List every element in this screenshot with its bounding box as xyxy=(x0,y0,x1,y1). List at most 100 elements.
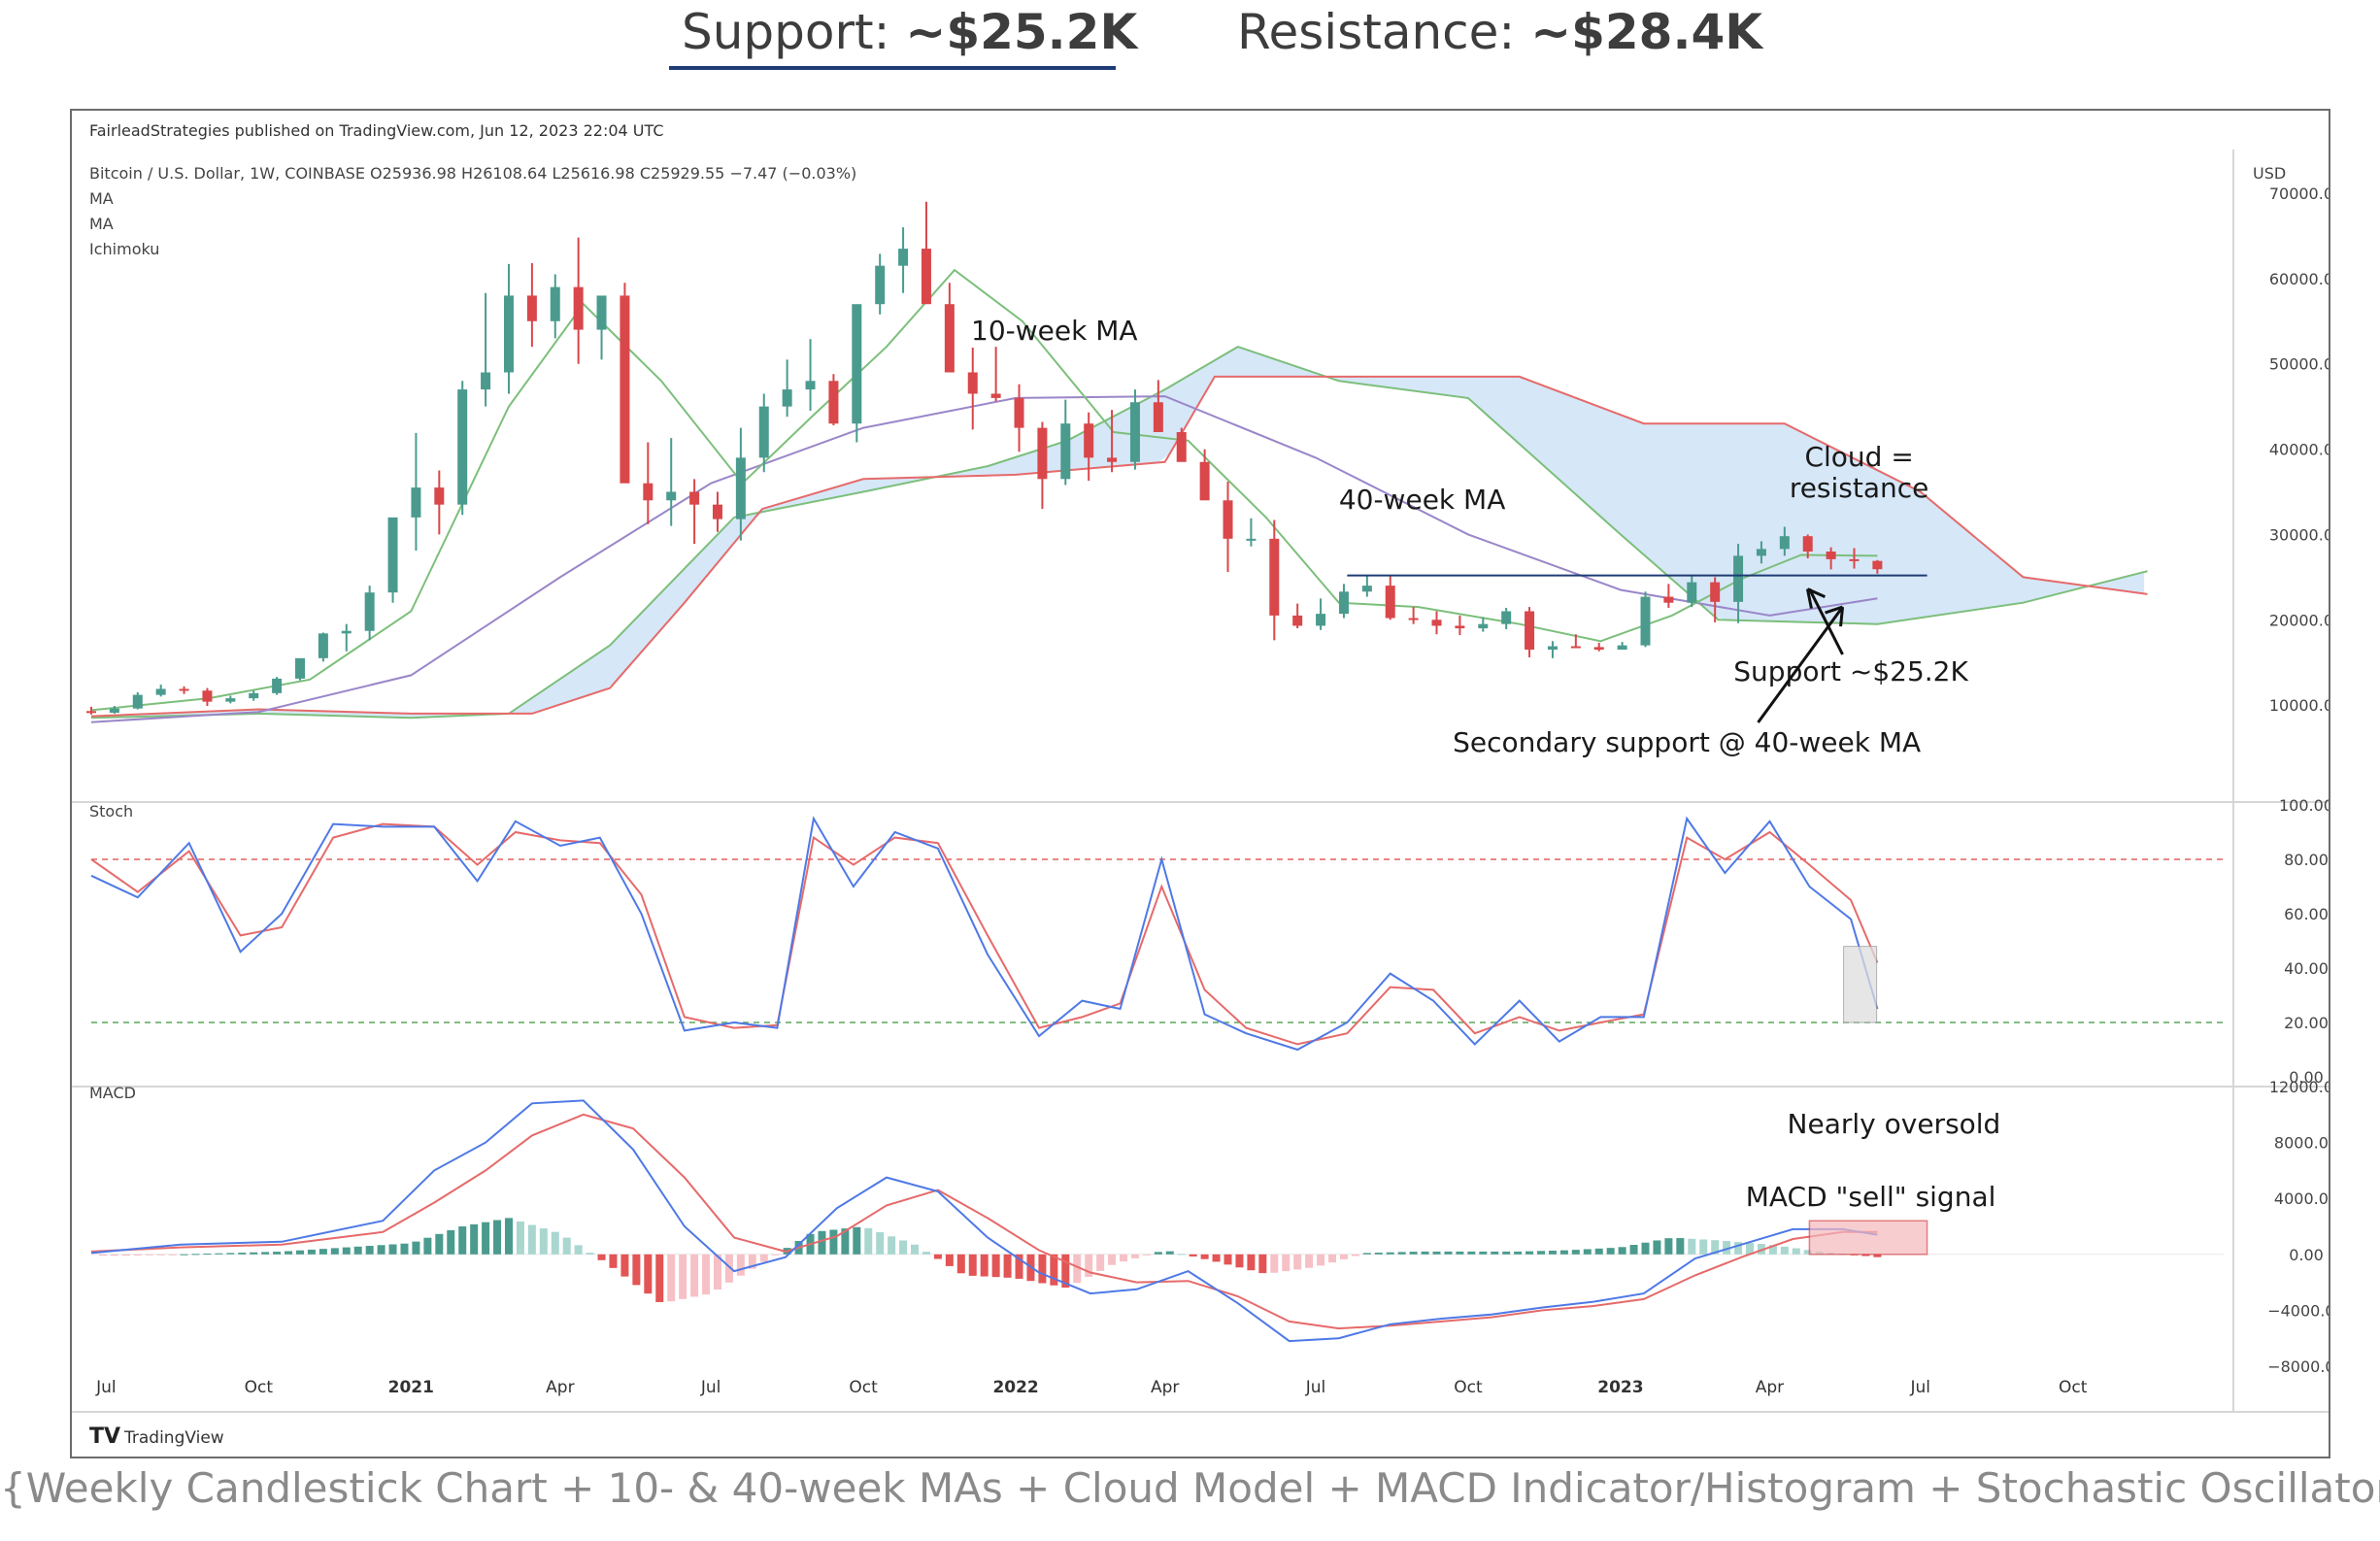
oversold-highlight-box xyxy=(1843,946,1878,1023)
macd-histogram-bar xyxy=(1456,1251,1464,1255)
candle-body xyxy=(1431,620,1442,626)
stoch-k-line xyxy=(90,816,1879,1052)
candle-body xyxy=(1246,538,1257,541)
candle-body xyxy=(550,286,560,321)
macd-histogram-bar xyxy=(365,1246,374,1255)
time-tick-label: Oct xyxy=(245,1378,274,1397)
macd-histogram-bar xyxy=(1200,1254,1209,1259)
stoch-tick-label: 80.00 xyxy=(2284,851,2329,869)
macd-histogram-bar xyxy=(1050,1254,1058,1286)
annotation-10wk-ma: 10-week MA xyxy=(971,315,1138,347)
candle-body xyxy=(202,690,213,702)
macd-histogram-bar xyxy=(1073,1254,1082,1284)
macd-histogram-bar xyxy=(482,1222,490,1255)
macd-histogram-bar xyxy=(1757,1244,1765,1255)
candle-body xyxy=(387,517,398,593)
candle-body xyxy=(1570,646,1581,649)
price-tick-label: 10000.00 xyxy=(2269,696,2329,715)
macd-histogram-bar xyxy=(1548,1250,1557,1255)
macd-histogram-bar xyxy=(945,1254,954,1266)
macd-histogram-bar xyxy=(516,1221,524,1255)
macd-histogram-bar xyxy=(991,1254,1000,1278)
time-tick-label: Jul xyxy=(1305,1378,1326,1397)
macd-histogram-bar xyxy=(504,1218,513,1255)
candle-body xyxy=(1478,623,1489,629)
macd-histogram-bar xyxy=(377,1245,385,1255)
candle-body xyxy=(1849,558,1860,561)
macd-histogram-bar xyxy=(342,1247,351,1255)
macd-histogram-bar xyxy=(1270,1254,1279,1273)
legend-line: MA xyxy=(89,215,114,233)
chart-frame: FairleadStrategies published on TradingV… xyxy=(70,109,2330,1458)
price-tick-label: 40000.00 xyxy=(2269,441,2329,459)
macd-histogram-bar xyxy=(1723,1241,1731,1255)
secondary-support-arrow-head xyxy=(1825,605,1845,627)
macd-tick-label: 4000.00 xyxy=(2274,1189,2329,1208)
macd-histogram-bar xyxy=(724,1254,733,1283)
candle-body xyxy=(1153,402,1163,432)
macd-histogram-bar xyxy=(330,1248,339,1255)
headline: Support: ~$25.2K Resistance: ~$28.4K xyxy=(0,0,2380,78)
macd-histogram-bar xyxy=(1142,1254,1151,1256)
macd-histogram-bar xyxy=(191,1254,200,1256)
macd-histogram-bar xyxy=(1108,1254,1117,1265)
time-tick-label: 2023 xyxy=(1597,1378,1643,1397)
candle-body xyxy=(805,381,816,390)
macd-histogram-bar xyxy=(1571,1250,1580,1255)
macd-histogram-bar xyxy=(1502,1251,1511,1255)
macd-histogram-bar xyxy=(748,1254,756,1269)
ichimoku-cloud xyxy=(91,347,2145,719)
macd-histogram-bar xyxy=(1096,1254,1105,1271)
candle-body xyxy=(1733,555,1744,602)
macd-histogram-bar xyxy=(1734,1242,1743,1255)
price-tick-label: 30000.00 xyxy=(2269,525,2329,544)
annotation-cloud: Cloud = xyxy=(1804,441,1913,473)
candle-body xyxy=(1199,461,1210,501)
legend-line: Ichimoku xyxy=(89,240,159,258)
macd-tick-label: −8000.00 xyxy=(2267,1357,2329,1376)
macd-histogram-bar xyxy=(911,1244,920,1255)
macd-histogram-bar xyxy=(1328,1254,1337,1263)
macd-histogram-bar xyxy=(679,1254,687,1299)
time-tick-label: Oct xyxy=(849,1378,878,1397)
candle-body xyxy=(620,295,630,484)
candle-body xyxy=(1779,536,1790,550)
macd-histogram-bar xyxy=(261,1252,270,1255)
macd-tick-label: −4000.00 xyxy=(2267,1301,2329,1320)
macd-histogram-bar xyxy=(1653,1240,1661,1255)
macd-histogram-bar xyxy=(1224,1254,1232,1265)
macd-histogram-bar xyxy=(435,1233,444,1255)
resistance-value: ~$28.4K xyxy=(1530,4,1762,60)
macd-histogram-bar xyxy=(968,1254,977,1276)
macd-histogram-bar xyxy=(1594,1248,1603,1255)
macd-histogram-bar xyxy=(168,1254,177,1256)
candle-body xyxy=(1455,625,1465,629)
candle-body xyxy=(341,630,352,634)
span-b-line xyxy=(90,375,2148,718)
macd-tick-label: 8000.00 xyxy=(2274,1134,2329,1153)
candle-body xyxy=(1617,645,1627,651)
support-arrow xyxy=(1808,587,1844,655)
time-tick-label: Apr xyxy=(1756,1378,1784,1397)
macd-histogram-bar xyxy=(285,1251,293,1255)
candle-body xyxy=(109,708,119,714)
macd-histogram-bar xyxy=(180,1254,188,1256)
candle-body xyxy=(86,711,96,714)
support-label: Support: xyxy=(682,4,890,60)
macd-histogram-bar xyxy=(1061,1254,1070,1289)
support-arrow-head xyxy=(1805,587,1827,609)
candle-body xyxy=(132,694,143,709)
macd-histogram-bar xyxy=(655,1254,664,1302)
macd-histogram-bar xyxy=(1177,1254,1186,1256)
candle-body xyxy=(1292,615,1303,626)
macd-histogram-bar xyxy=(388,1244,397,1255)
macd-histogram-bar xyxy=(1339,1254,1348,1259)
candle-body xyxy=(481,372,491,390)
macd-histogram-bar xyxy=(1664,1238,1673,1255)
candle-body xyxy=(712,504,722,519)
macd-histogram-bar xyxy=(133,1254,142,1256)
candle-body xyxy=(1176,432,1187,462)
macd-histogram-bar xyxy=(1618,1247,1626,1255)
macd-histogram-bar xyxy=(1780,1246,1789,1255)
candle-body xyxy=(526,295,537,321)
